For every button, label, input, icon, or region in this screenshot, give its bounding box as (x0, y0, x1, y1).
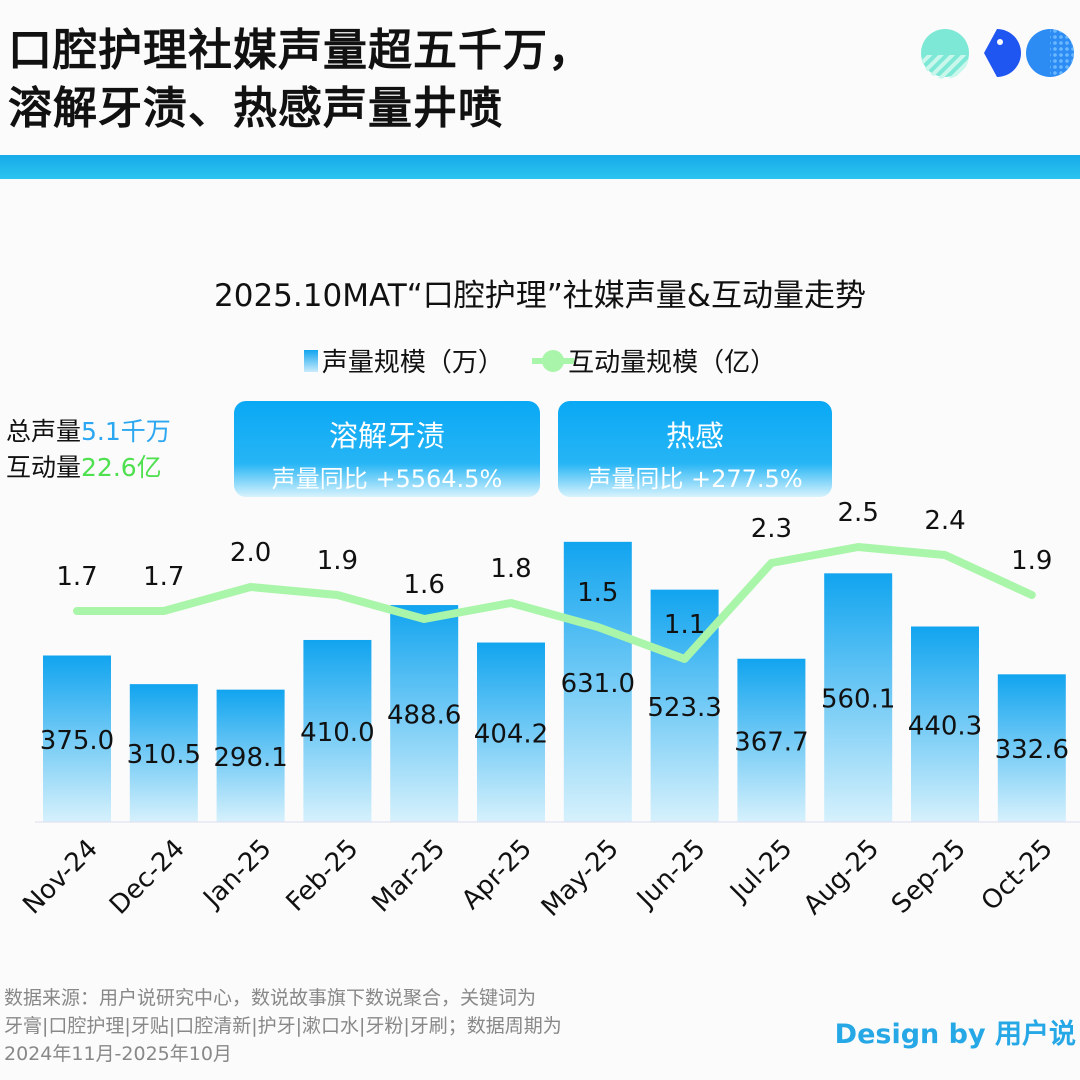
bar (737, 658, 806, 822)
line-series (73, 543, 1036, 663)
highlight-card-dissolve-stain: 溶解牙渍声量同比 +5564.5% (234, 401, 540, 497)
line-value-label: 1.9 (317, 546, 358, 576)
bar-value-label: 298.1 (213, 743, 287, 773)
bar (824, 573, 893, 822)
x-tick-label: Dec-24 (104, 834, 191, 921)
bar (997, 674, 1066, 822)
title-line-2: 溶解牙渍、热感声量井喷 (8, 83, 503, 134)
card-subtitle: 声量同比 +277.5% (587, 465, 803, 493)
legend-bar-swatch (303, 349, 318, 372)
bar (390, 605, 459, 822)
x-tick-label: Feb-25 (281, 834, 365, 918)
x-tick-label: Mar-25 (366, 834, 451, 919)
highlight-card-warming: 热感声量同比 +277.5% (558, 401, 832, 497)
brand-logo-icon (921, 29, 1074, 79)
line-value-label: 1.9 (1011, 546, 1052, 576)
line-value-label: 1.8 (490, 554, 531, 584)
bar (129, 684, 198, 822)
design-credit: Design by 用户说 (834, 1019, 1076, 1050)
x-tick-label: Jul-25 (724, 834, 799, 909)
bar-value-label: 367.7 (734, 727, 808, 757)
bar-value-label: 631.0 (561, 669, 635, 699)
x-tick-label: Aug-25 (798, 834, 885, 921)
bar-value-label: 410.0 (300, 718, 374, 748)
legend-bar-label: 声量规模（万） (321, 348, 504, 378)
bar-value-label: 560.1 (821, 685, 895, 715)
source-line: 数据来源：用户说研究中心，数说故事旗下数说聚合，关键词为 (4, 987, 537, 1009)
x-tick-label: Jun-25 (630, 834, 711, 915)
bar (303, 639, 372, 822)
volume-label: 总声量 (6, 417, 82, 446)
line-value-label: 1.7 (143, 562, 184, 592)
page-title: 口腔护理社媒声量超五千万， 溶解牙渍、热感声量井喷 (8, 22, 593, 138)
x-tick-label: Sep-25 (886, 834, 972, 920)
bar-value-label: 332.6 (995, 735, 1069, 765)
totals: 总声量5.1千万 互动量22.6亿 (6, 414, 171, 486)
line-value-label: 1.1 (664, 610, 705, 640)
bar-value-label: 375.0 (40, 726, 114, 756)
bar (563, 541, 632, 822)
bar-value-label: 404.2 (474, 719, 548, 749)
interaction-value: 22.6亿 (81, 453, 162, 482)
chart-title: 2025.10MAT“口腔护理”社媒声量&互动量走势 (214, 278, 866, 314)
bar (477, 642, 545, 822)
line-value-label: 1.6 (404, 570, 445, 600)
x-tick-label: May-25 (536, 834, 625, 923)
bar-value-label: 488.6 (387, 701, 461, 731)
source-line: 牙膏|口腔护理|牙贴|口腔清新|护牙|漱口水|牙粉|牙刷；数据周期为 (4, 1015, 562, 1037)
source-line: 2024年11月-2025年10月 (4, 1043, 232, 1065)
line-value-label: 2.0 (230, 538, 271, 568)
bar (216, 689, 285, 822)
header-band (0, 155, 1080, 179)
x-tick-label: Nov-24 (17, 834, 104, 921)
legend-line-swatch (532, 349, 575, 372)
x-tick-label: Jan-25 (197, 834, 278, 915)
card-title: 热感 (665, 419, 724, 453)
line-value-label: 2.5 (838, 498, 879, 528)
legend: 声量规模（万） 互动量规模（亿） (0, 342, 1080, 379)
card-subtitle: 声量同比 +5564.5% (271, 465, 503, 493)
bar (43, 655, 111, 822)
title-line-1: 口腔护理社媒声量超五千万， (8, 25, 593, 76)
bar-value-label: 310.5 (127, 740, 201, 770)
line-value-label: 2.3 (751, 514, 792, 544)
bar-value-label: 440.3 (908, 711, 982, 741)
line-value-label: 2.4 (924, 506, 965, 536)
interaction-label: 互动量 (6, 453, 82, 482)
data-source-note: 数据来源：用户说研究中心，数说故事旗下数说聚合，关键词为牙膏|口腔护理|牙贴|口… (4, 984, 562, 1068)
x-tick-label: Oct-25 (976, 834, 1059, 917)
volume-value: 5.1千万 (81, 417, 171, 446)
x-tick-label: Apr-25 (456, 834, 538, 916)
bar (911, 626, 979, 822)
line-value-label: 1.5 (577, 578, 618, 608)
line-value-label: 1.7 (56, 562, 97, 592)
bar-value-label: 523.3 (647, 693, 721, 723)
legend-line-label: 互动量规模（亿） (568, 348, 777, 378)
card-title: 溶解牙渍 (328, 419, 445, 453)
